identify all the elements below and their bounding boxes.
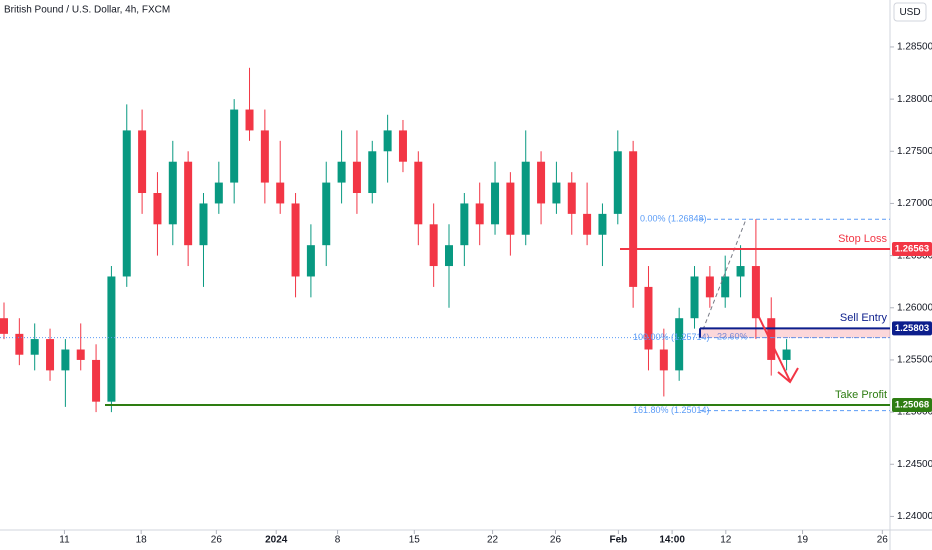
candle-body (214, 182, 223, 204)
currency-button[interactable] (893, 2, 927, 22)
candle-body (552, 182, 561, 204)
candle-body (0, 318, 8, 334)
candle-body (383, 130, 392, 152)
candle-body (598, 213, 607, 235)
candle-body (491, 182, 500, 225)
x-tick-label: 26 (877, 535, 889, 546)
level-label: Sell Entry (840, 312, 888, 324)
y-tick-label: 1.28500 (897, 42, 932, 53)
candle-body (138, 130, 147, 194)
candle-body (291, 203, 300, 277)
candle-body (352, 161, 361, 194)
candle-body (199, 203, 208, 246)
candle-body (276, 182, 285, 204)
candle-body (30, 339, 39, 355)
y-tick-label: 1.26000 (897, 302, 932, 313)
x-tick-label: 15 (409, 535, 421, 546)
x-tick-label: 22 (487, 535, 499, 546)
candle-body (92, 359, 101, 402)
candle-body (736, 266, 745, 277)
chart-title: British Pound / U.S. Dollar, 4h, FXCM (4, 5, 170, 16)
price-tag-label: 1.25803 (895, 323, 929, 334)
level-label: Take Profit (835, 389, 887, 401)
y-tick-label: 1.24500 (897, 459, 932, 470)
candle-body (475, 203, 484, 225)
entry-zone (700, 328, 890, 338)
candle-body (445, 245, 453, 267)
candle-body (613, 151, 622, 214)
level-label: Stop Loss (838, 233, 887, 245)
candle-body (107, 276, 116, 402)
candle-body (245, 109, 254, 131)
candle-body (721, 276, 730, 298)
candle-body (322, 182, 331, 246)
candle-body (122, 130, 131, 277)
fib-label: 23.60% (717, 331, 748, 341)
candle-body (782, 349, 791, 360)
candle-body (153, 193, 162, 225)
x-tick-label: 26 (211, 535, 223, 546)
y-tick-label: 1.27500 (897, 146, 932, 157)
candle-body (751, 266, 760, 319)
candle-body (414, 161, 423, 225)
candle-body (690, 276, 699, 319)
price-tag (892, 242, 932, 257)
candle-body (76, 349, 85, 360)
fib-trend (702, 219, 747, 330)
x-tick-label: Feb (610, 535, 628, 546)
x-tick-label: 8 (335, 535, 341, 546)
fib-label: 100.00% (1.25714) (633, 332, 710, 342)
candle-body (429, 224, 438, 267)
candle-body (583, 213, 592, 235)
currency: USD (899, 7, 920, 18)
candle-body (767, 318, 776, 360)
candle-body (230, 109, 239, 183)
y-tick-label: 1.28000 (897, 94, 932, 105)
candle-body (460, 203, 469, 246)
price-tag-label: 1.26563 (895, 244, 929, 255)
candle-body (398, 130, 407, 162)
y-tick-label: 1.27000 (897, 198, 932, 209)
candle-body (629, 151, 638, 287)
x-tick-label: 11 (59, 535, 70, 546)
y-tick-label: 1.25500 (897, 355, 932, 366)
candle-body (15, 333, 24, 355)
x-tick-label: 19 (797, 535, 809, 546)
x-tick-label: 26 (550, 535, 562, 546)
candle-body (675, 318, 684, 371)
candle-body (537, 161, 546, 204)
candle-body (659, 349, 668, 371)
candle-body (260, 130, 269, 183)
candle-body (705, 276, 714, 298)
candle-body (184, 161, 193, 246)
price-axis (890, 0, 932, 550)
x-tick-label: 18 (136, 535, 148, 546)
price-tag (892, 321, 932, 336)
y-tick-label: 1.24000 (897, 511, 932, 522)
target-arrow (757, 314, 799, 384)
price-tag-label: 1.25068 (895, 400, 929, 411)
candle-body (521, 161, 530, 235)
candle-body (168, 161, 177, 225)
candle-body (61, 349, 70, 371)
candle-body (567, 182, 576, 214)
candle-body (46, 339, 55, 371)
fib-label: 161.80% (1.25014) (633, 405, 710, 415)
candle-body (306, 245, 315, 277)
candle-body (644, 286, 653, 350)
candle-body (506, 182, 515, 235)
candle-body (368, 151, 377, 194)
price-tag (892, 398, 932, 413)
y-tick-label: 1.25000 (897, 407, 932, 418)
x-tick-label: 12 (720, 535, 732, 546)
candle-body (337, 161, 346, 183)
fib-label: 0.00% (1.26848) (640, 214, 707, 224)
x-tick-label: 2024 (265, 535, 288, 546)
x-tick-label: 14:00 (659, 535, 685, 546)
